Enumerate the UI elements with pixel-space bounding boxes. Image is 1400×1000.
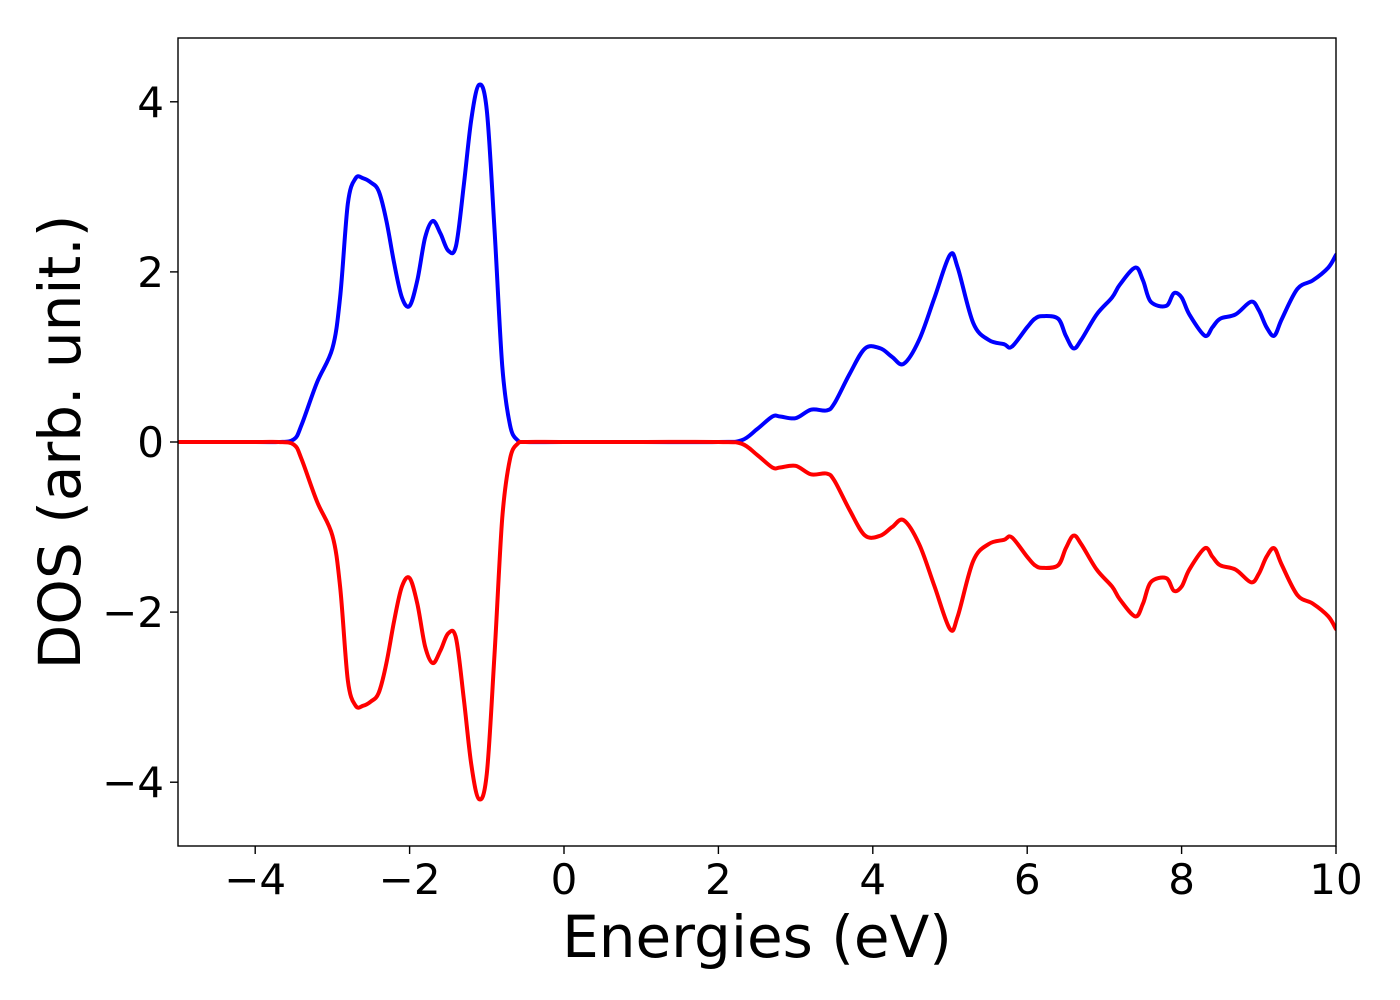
y-tick-label: 0 bbox=[137, 418, 164, 467]
x-tick-label: −2 bbox=[379, 855, 441, 904]
y-tick-label: −4 bbox=[102, 758, 164, 807]
x-tick-label: 4 bbox=[859, 855, 886, 904]
x-tick-label: 6 bbox=[1014, 855, 1041, 904]
plot-background bbox=[178, 38, 1336, 846]
series-line-2 bbox=[178, 439, 1336, 802]
x-tick-label: 10 bbox=[1309, 855, 1362, 904]
y-axis: −4 −2 0 2 4 bbox=[102, 78, 178, 807]
y-tick-label: 2 bbox=[137, 248, 164, 297]
x-tick-label: 0 bbox=[551, 855, 578, 904]
series-layer bbox=[178, 82, 1336, 802]
series-line-1 bbox=[178, 82, 1336, 445]
y-axis-title: DOS (arb. unit.) bbox=[26, 215, 94, 670]
x-axis-title: Energies (eV) bbox=[562, 903, 952, 971]
x-tick-label: 2 bbox=[705, 855, 732, 904]
x-axis: −4 −2 0 2 4 6 8 10 bbox=[224, 846, 1363, 904]
x-tick-label: 8 bbox=[1168, 855, 1195, 904]
y-tick-label: −2 bbox=[102, 588, 164, 637]
y-tick-label: 4 bbox=[137, 78, 164, 127]
x-tick-label: −4 bbox=[224, 855, 286, 904]
